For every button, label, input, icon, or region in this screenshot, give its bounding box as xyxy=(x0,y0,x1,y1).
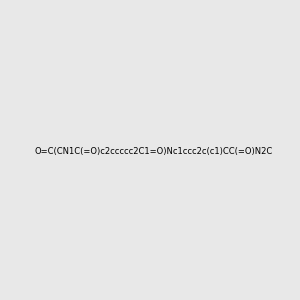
Text: O=C(CN1C(=O)c2ccccc2C1=O)Nc1ccc2c(c1)CC(=O)N2C: O=C(CN1C(=O)c2ccccc2C1=O)Nc1ccc2c(c1)CC(… xyxy=(34,147,273,156)
